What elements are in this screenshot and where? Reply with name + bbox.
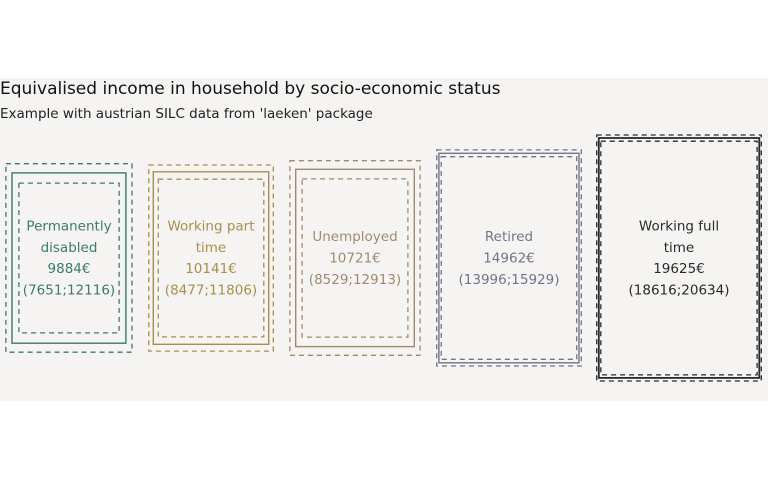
ci-upper-box [436,149,582,367]
chart-title: Equivalised income in household by socio… [0,79,501,99]
category-label: Working full [639,219,719,235]
value-box [295,168,416,348]
value-box [597,137,761,379]
category-label: Permanently [26,219,111,235]
ci-label: (18616;20634) [629,283,730,299]
ci-upper-box [5,163,133,353]
value-label: 19625€ [653,261,705,277]
value-label: 14962€ [483,251,535,267]
category-label: Working part [167,219,254,235]
ci-lower-box [18,182,120,334]
value-box [438,152,580,364]
ci-upper-box [148,164,274,352]
ci-label: (7651;12116) [23,283,115,299]
ci-lower-box [600,140,758,376]
ci-upper-box [596,134,762,382]
category-label: disabled [41,240,98,256]
value-label: 10721€ [329,251,381,267]
value-label: 10141€ [185,261,237,277]
ci-lower-box [301,178,409,338]
chart-subtitle: Example with austrian SILC data from 'la… [0,106,373,122]
value-label: 9884€ [48,261,91,277]
ci-label: (8477;11806) [165,283,257,299]
category-label: Retired [485,229,533,245]
ci-label: (13996;15929) [459,272,560,288]
ci-lower-box [440,156,578,360]
category-label: Unemployed [312,229,397,245]
value-box [152,171,270,346]
value-box [11,172,127,344]
category-label: time [664,240,695,256]
ci-upper-box [289,160,421,356]
ci-label: (8529;12913) [309,272,401,288]
ci-lower-box [157,178,265,338]
category-label: time [196,240,227,256]
